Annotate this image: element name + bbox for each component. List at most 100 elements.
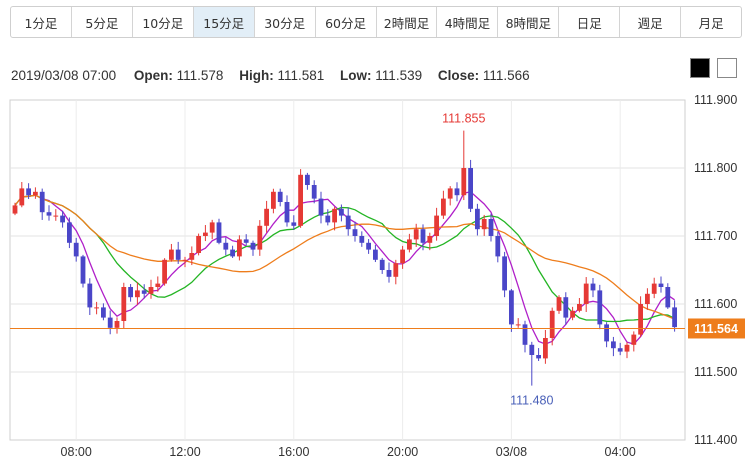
low-label: Low: — [340, 68, 372, 83]
candle-body — [332, 208, 337, 223]
candle-body — [250, 242, 256, 250]
candle-body — [237, 239, 242, 257]
candle-body — [277, 191, 283, 202]
candle-body — [475, 208, 480, 230]
candle-body — [366, 242, 371, 250]
candle-body — [121, 287, 127, 321]
plot-area — [9, 99, 686, 441]
tab-7[interactable]: 4時間足 — [437, 7, 499, 37]
candle-body — [291, 222, 297, 226]
y-tick-label: 111.900 — [694, 93, 737, 107]
candle-body — [427, 236, 433, 243]
candle-body — [638, 304, 643, 335]
x-tick-label: 20:00 — [387, 445, 418, 459]
candle-body — [536, 355, 541, 359]
candle-body — [570, 310, 575, 318]
candle-body — [53, 215, 59, 217]
candle-body — [33, 191, 38, 196]
y-tick-label: 111.700 — [694, 229, 737, 243]
candle-body — [611, 341, 616, 349]
candle-body — [434, 215, 439, 236]
tab-10[interactable]: 週足 — [620, 7, 682, 37]
candle-body — [651, 283, 657, 294]
high-value: 111.581 — [277, 68, 325, 83]
candle-body — [94, 307, 99, 309]
candle-body — [26, 188, 31, 196]
candle-body — [39, 191, 45, 213]
candle-body — [305, 174, 310, 185]
candle-body — [107, 317, 113, 328]
tab-8[interactable]: 8時間足 — [498, 7, 560, 37]
light-theme-button[interactable] — [717, 58, 737, 78]
x-tick-label: 04:00 — [605, 445, 636, 459]
candle-body — [162, 259, 167, 284]
candle-body — [60, 215, 65, 223]
candle-body — [169, 249, 174, 260]
candle-body — [148, 287, 154, 294]
candle-body — [631, 334, 637, 345]
min-price-label: 111.480 — [510, 394, 553, 408]
high-label: High: — [239, 68, 274, 83]
candle-body — [645, 293, 650, 304]
candle-body — [658, 283, 664, 287]
candle-body — [373, 249, 378, 260]
close-label: Close: — [437, 68, 480, 83]
price-chart: 111.900 111.800 111.700 111.600 111.500 111.4… — [9, 93, 745, 459]
candle-body — [407, 239, 412, 250]
x-tick-label: 16:00 — [278, 445, 309, 459]
candle-body — [597, 290, 603, 325]
x-tick-label: 08:00 — [61, 445, 92, 459]
candle-body — [441, 198, 446, 216]
candle-body — [345, 215, 351, 230]
candle-body — [271, 191, 276, 209]
candle-body — [447, 188, 453, 199]
ohlc-datetime: 2019/03/08 07:00 — [11, 68, 117, 83]
y-tick-label: 111.400 — [694, 433, 737, 447]
candle-body — [583, 283, 589, 304]
open-value: 111.578 — [176, 68, 224, 83]
dark-theme-button[interactable] — [690, 58, 710, 78]
candle-body — [454, 188, 460, 196]
candle-body — [128, 287, 133, 298]
tab-0[interactable]: 1分足 — [11, 7, 72, 37]
candle-body — [311, 185, 317, 199]
candle-body — [175, 249, 181, 260]
candle-body — [481, 219, 487, 230]
candle-body — [135, 290, 140, 298]
candle-body — [529, 344, 535, 355]
candle-body — [604, 324, 609, 342]
candle-body — [502, 256, 507, 291]
candle-body — [672, 307, 677, 328]
tab-3[interactable]: 15分足 — [193, 7, 255, 37]
current-price-tag — [688, 318, 745, 339]
candle-body — [298, 174, 303, 226]
tab-6[interactable]: 2時間足 — [377, 7, 438, 37]
candle-body — [577, 304, 582, 311]
tab-4[interactable]: 30分足 — [255, 7, 316, 37]
candle-body — [196, 236, 201, 253]
candle-body — [665, 287, 671, 308]
tab-2[interactable]: 10分足 — [133, 7, 194, 37]
candle-body — [495, 236, 501, 257]
open-label: Open: — [133, 68, 173, 83]
candle-body — [400, 249, 405, 264]
x-tick-label: 12:00 — [169, 445, 200, 459]
tab-9[interactable]: 日足 — [559, 7, 621, 37]
candle-body — [509, 290, 514, 325]
candle-body — [243, 239, 249, 243]
candle-body — [461, 168, 467, 196]
candle-body — [230, 249, 235, 257]
tab-5[interactable]: 60分足 — [316, 7, 377, 37]
tab-1[interactable]: 5分足 — [72, 7, 133, 37]
candle-body — [522, 324, 528, 345]
candle-body — [549, 310, 555, 338]
tab-11[interactable]: 月足 — [698, 15, 724, 31]
candle-body — [543, 338, 548, 359]
candle-body — [339, 208, 344, 216]
candle-body — [590, 283, 596, 291]
candle-body — [420, 229, 426, 243]
max-price-label: 111.855 — [442, 112, 485, 126]
candle-body — [488, 219, 494, 236]
candle-body — [189, 253, 195, 260]
candle-body — [46, 212, 52, 216]
